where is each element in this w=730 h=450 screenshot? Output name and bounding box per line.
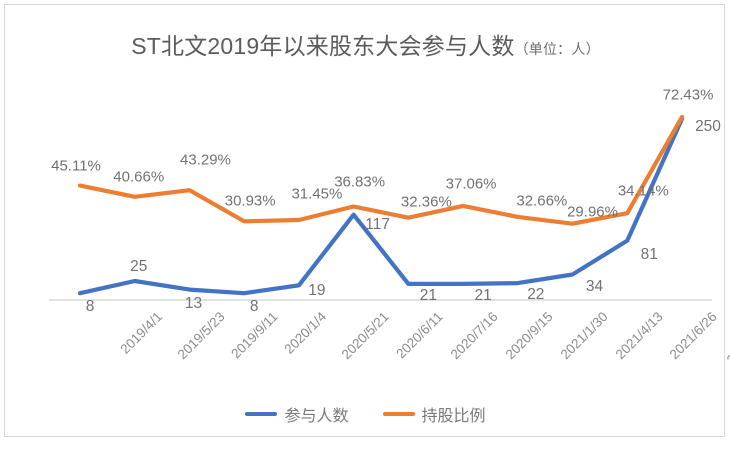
legend-item[interactable]: 参与人数 xyxy=(245,402,349,426)
chart-title-text: ST北文2019年以来股东大会参与人数 xyxy=(131,33,515,59)
data-label-participants: 81 xyxy=(640,245,658,263)
series-line-shareholding xyxy=(77,114,685,226)
data-label-participants: 8 xyxy=(249,298,259,316)
data-label-shareholding: 32.36% xyxy=(400,193,452,211)
plot-svg xyxy=(49,114,712,301)
chart-legend: 参与人数 持股比例 xyxy=(5,402,726,426)
data-label-participants: 21 xyxy=(419,286,437,304)
data-label-shareholding: 30.93% xyxy=(224,192,276,210)
legend-label: 持股比例 xyxy=(421,408,486,425)
chart-title: ST北文2019年以来股东大会参与人数（单位：人） xyxy=(5,27,726,61)
data-label-shareholding: 43.29% xyxy=(180,151,231,169)
plot-area: 8 25 13 8 19 117 21 21 22 34 81 250 45.11% 40.66% 43.2… xyxy=(5,5,730,438)
legend-swatch-icon xyxy=(382,412,415,416)
data-label-shareholding: 31.45% xyxy=(291,185,343,203)
data-label-shareholding: 72.43% xyxy=(662,86,714,104)
legend-item[interactable]: 持股比例 xyxy=(382,402,486,426)
data-label-shareholding: 29.96% xyxy=(567,203,618,221)
data-label-shareholding: 32.66% xyxy=(516,192,568,210)
data-label-participants: 8 xyxy=(85,298,95,316)
data-label-participants: 250 xyxy=(695,117,721,135)
data-label-participants: 21 xyxy=(474,286,492,304)
chart-title-unit: （单位：人） xyxy=(514,41,600,57)
data-label-participants: 19 xyxy=(308,282,326,300)
legend-swatch-icon xyxy=(245,412,278,416)
chart-card: ST北文2019年以来股东大会参与人数（单位：人） 8 25 13 8 19 117 21 2… xyxy=(4,4,730,438)
data-label-shareholding: 45.11% xyxy=(51,157,101,175)
data-label-participants: 25 xyxy=(130,257,148,275)
data-label-shareholding: 40.66% xyxy=(113,168,165,186)
data-label-shareholding: 36.83% xyxy=(334,173,386,191)
data-label-participants: 34 xyxy=(585,277,604,295)
legend-label: 参与人数 xyxy=(284,408,349,425)
data-label-shareholding: 37.06% xyxy=(445,175,497,193)
data-label-shareholding: 34.14% xyxy=(617,182,669,200)
data-label-participants: 22 xyxy=(527,286,545,304)
data-label-participants: 13 xyxy=(184,294,203,312)
series-line-participants xyxy=(77,116,685,296)
data-label-participants: 117 xyxy=(365,215,390,233)
